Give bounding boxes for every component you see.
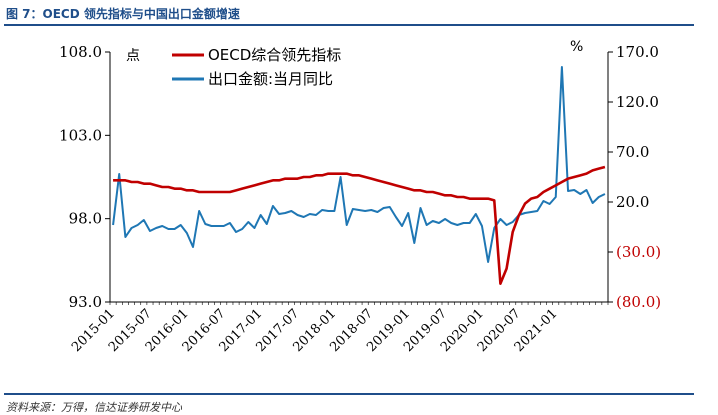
right-tick-label: 70.0 [616, 143, 649, 161]
left-axis-unit: 点 [126, 48, 140, 64]
left-tick-label: 93.0 [69, 293, 102, 311]
left-tick-label: 103.0 [59, 126, 102, 144]
left-tick-label: 108.0 [59, 43, 102, 61]
left-tick-label: 98.0 [69, 210, 102, 228]
series-line-oecd [113, 165, 606, 285]
left-axis-ticks: 93.0 98.0 103.0 108.0 [59, 43, 110, 311]
right-tick-label: 120.0 [616, 93, 659, 111]
right-axis-unit: % [570, 39, 583, 55]
source-note: 资料来源：万得，信达证券研发中心 [6, 401, 182, 414]
right-axis-ticks: (80.0) (30.0) 20.0 70.0 120.0 170.0 [608, 43, 661, 311]
series-line-export [112, 66, 606, 263]
right-tick-label: 20.0 [616, 193, 649, 211]
dual-axis-line-chart: 93.0 98.0 103.0 108.0 (80.0) (30.0) 20.0 70.0 1… [59, 39, 661, 355]
legend: OECD综合领先指标 出口金额:当月同比 [172, 46, 341, 88]
right-tick-label: (30.0) [616, 243, 661, 261]
right-tick-label: (80.0) [616, 293, 661, 311]
x-axis-ticks: 2015-012015-072016-012016-072017-012017-… [69, 302, 609, 355]
top-rule [4, 24, 694, 26]
legend-label-oecd: OECD综合领先指标 [208, 46, 341, 64]
right-tick-label: 170.0 [616, 43, 659, 61]
bottom-rule [4, 393, 694, 395]
series-layer [112, 66, 606, 285]
axes [109, 52, 609, 303]
figure-title: 图 7：OECD 领先指标与中国出口金额增速 [6, 7, 240, 21]
legend-label-export: 出口金额:当月同比 [208, 70, 333, 88]
